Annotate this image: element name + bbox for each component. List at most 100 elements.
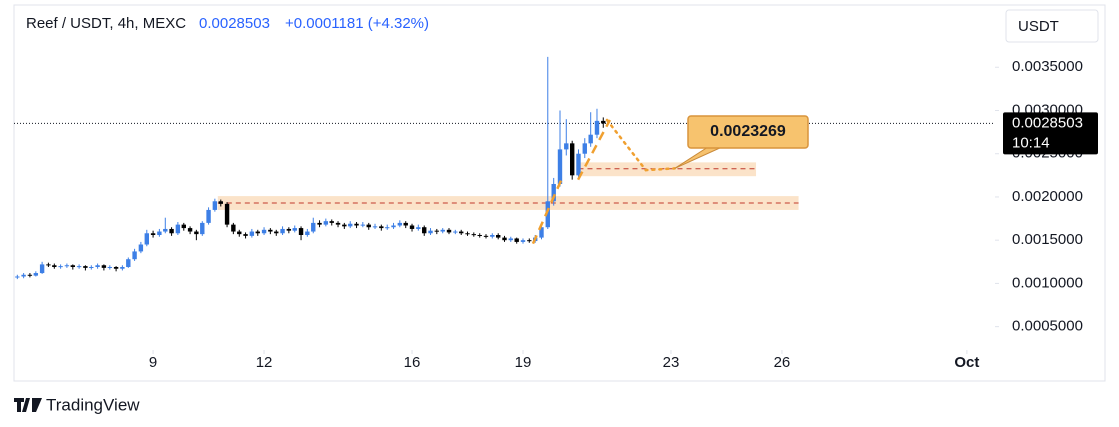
callout-box	[687, 115, 809, 149]
y-tick-label: 0.0035000	[1012, 58, 1083, 75]
candle-body	[576, 153, 581, 176]
x-tick-label: 19	[515, 354, 532, 371]
candle-body	[194, 231, 199, 235]
candle-body	[157, 231, 162, 235]
candle-body	[89, 266, 94, 268]
candle-body	[582, 143, 587, 154]
candle-body	[132, 251, 137, 260]
candle-body	[144, 233, 149, 245]
candle-body	[557, 149, 563, 184]
candle-body	[76, 266, 82, 268]
last-price-label: 0.0028503	[1012, 114, 1083, 131]
candle-body	[113, 266, 119, 269]
candle-body	[471, 234, 476, 236]
candle-body	[126, 259, 131, 267]
candle-body	[175, 224, 181, 234]
candle-body	[527, 240, 532, 242]
candle-body	[255, 231, 260, 234]
candle-body	[329, 221, 334, 223]
candle-body	[163, 228, 168, 232]
candle-body	[385, 227, 390, 229]
candle-body	[446, 229, 452, 233]
x-tick-label: Oct	[954, 354, 979, 371]
candle-body	[409, 225, 415, 229]
candle-body	[545, 201, 550, 228]
candle-body	[348, 223, 353, 227]
candle-body	[27, 274, 33, 276]
candle-body	[379, 226, 384, 229]
candle-body	[311, 222, 316, 232]
candle-body	[101, 265, 107, 268]
candle-body	[187, 228, 193, 232]
y-tick-label: 0.0020000	[1012, 188, 1083, 205]
candle-body	[237, 231, 242, 235]
brand-logo: TradingView	[14, 395, 140, 414]
candle-body	[212, 201, 218, 210]
trend-line	[577, 119, 612, 181]
candle-body	[569, 143, 575, 176]
y-tick-label: 0.0005000	[1012, 318, 1083, 335]
candle-body	[434, 230, 440, 232]
candle-body	[70, 265, 76, 267]
candle-body	[280, 228, 285, 234]
candle-body	[231, 224, 236, 232]
candle-body	[323, 221, 329, 225]
candle-body	[440, 229, 445, 232]
candle-body	[21, 274, 26, 277]
candle-body	[83, 266, 88, 268]
last-price-badge	[1003, 112, 1098, 155]
callout-label: 0.0023269	[710, 123, 786, 140]
x-tick-label: 23	[663, 354, 680, 371]
currency-button-label[interactable]: USDT	[1018, 18, 1059, 35]
x-tick-label: 9	[149, 354, 157, 371]
candle-body	[305, 231, 310, 235]
candle-body	[416, 227, 421, 229]
candle-body	[397, 222, 403, 226]
candle-body	[502, 237, 507, 241]
candle-body	[588, 134, 593, 144]
candle-body	[64, 265, 70, 267]
candle-body	[459, 231, 464, 234]
candle-body	[514, 238, 519, 242]
candle-body	[39, 264, 45, 274]
x-tick-label: 16	[404, 354, 421, 371]
chart-frame	[13, 4, 1106, 382]
candle-body	[520, 240, 526, 242]
candle-body	[551, 183, 556, 202]
candle-body	[169, 228, 174, 234]
candle-body	[274, 231, 279, 234]
projection-path	[605, 118, 676, 172]
candle-body	[138, 244, 144, 252]
candle-body	[391, 225, 396, 228]
candle-body	[181, 224, 186, 229]
candle-body	[224, 203, 230, 225]
x-tick-label: 26	[774, 354, 791, 371]
candle-body	[249, 231, 255, 236]
header-change: +0.0001181 (+4.32%)	[285, 15, 429, 32]
brand-name: TradingView	[46, 395, 140, 414]
candle-body	[354, 223, 359, 226]
header-price: 0.0028503	[199, 15, 270, 32]
candle-body	[107, 266, 113, 268]
candle-body	[335, 222, 341, 225]
logo-mark	[14, 398, 42, 412]
candle-body	[292, 228, 297, 231]
candle-body	[594, 120, 600, 135]
candle-body	[428, 230, 433, 234]
candle-body	[95, 265, 100, 267]
candle-body	[298, 228, 304, 235]
candle-body	[366, 224, 371, 228]
candle-body	[33, 273, 39, 276]
currency-button[interactable]	[1005, 9, 1099, 43]
candle-body	[150, 233, 156, 235]
candle-body	[483, 235, 489, 237]
candle-body	[200, 222, 205, 235]
candle-body	[601, 120, 606, 124]
candle-body	[422, 227, 427, 234]
candle-body	[372, 226, 378, 228]
candle-body	[261, 229, 267, 234]
candle-body	[403, 222, 408, 226]
trend-line	[531, 175, 565, 245]
